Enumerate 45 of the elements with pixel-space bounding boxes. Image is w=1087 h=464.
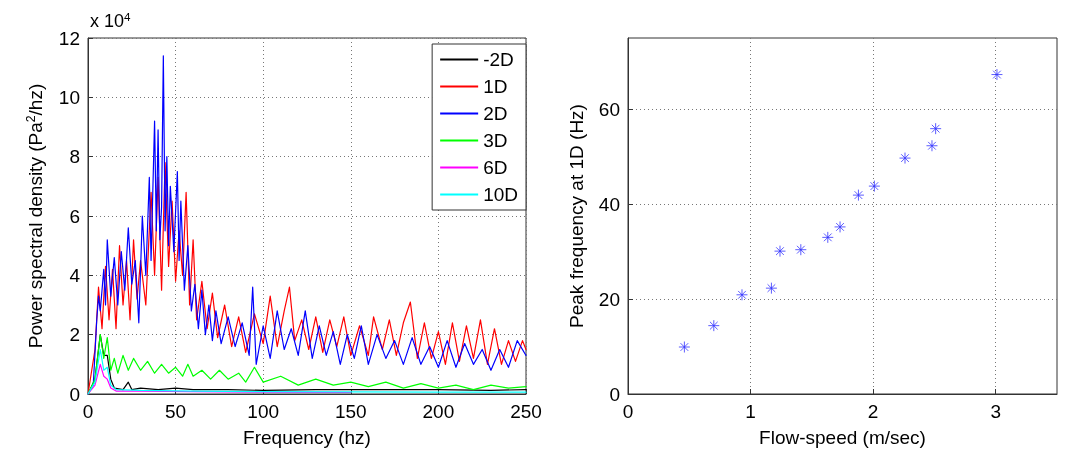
point — [678, 341, 691, 354]
x-tick-label: 100 — [247, 401, 280, 422]
x-tick-label: 250 — [510, 401, 542, 422]
x-tick-label: 50 — [165, 401, 187, 422]
y-tick-label: 40 — [598, 193, 620, 215]
x-tick-label: 3 — [990, 401, 1001, 422]
legend-label: 3D — [483, 130, 508, 151]
legend-label: 10D — [483, 184, 518, 205]
x-tick-label: 0 — [82, 401, 94, 422]
x-tick-label: 200 — [422, 401, 455, 422]
point — [868, 180, 881, 193]
legend-label: -2D — [483, 49, 514, 70]
y-tick-label: 12 — [58, 27, 80, 49]
y-tick-label: 20 — [598, 288, 620, 310]
point — [821, 231, 834, 244]
point — [707, 319, 720, 332]
y-tick-label: 0 — [609, 383, 620, 405]
point — [794, 243, 807, 256]
x-tick-label: 150 — [334, 401, 367, 422]
legend-label: 2D — [483, 103, 508, 124]
y-axis-title: Power spectral density (Pa2/hz) — [23, 83, 46, 349]
point — [735, 288, 748, 301]
point — [929, 122, 942, 135]
y-tick-label: 10 — [58, 86, 80, 108]
y-tick-label: 0 — [69, 383, 80, 405]
x-axis-title: Flow-speed (m/sec) — [759, 427, 926, 448]
point — [773, 245, 786, 258]
y-tick-label: 8 — [69, 146, 80, 168]
legend-label: 6D — [483, 157, 508, 178]
legend-label: 1D — [483, 76, 508, 97]
x-tick-label: 0 — [622, 401, 634, 422]
y-tick-label: 6 — [69, 205, 80, 227]
x-tick-label: 1 — [745, 401, 756, 422]
y-tick-label: 4 — [69, 264, 81, 286]
point — [765, 282, 778, 295]
y-tick-label: 60 — [598, 98, 620, 120]
y-axis-title: Peak frequency at 1D (Hz) — [566, 104, 587, 328]
point — [899, 152, 912, 165]
y-tick-label: 2 — [69, 324, 80, 346]
point — [852, 189, 865, 202]
point — [925, 139, 938, 152]
point — [834, 220, 847, 233]
x-axis-title: Frequency (hz) — [243, 427, 371, 448]
point — [990, 68, 1003, 81]
x-tick-label: 2 — [867, 401, 879, 422]
